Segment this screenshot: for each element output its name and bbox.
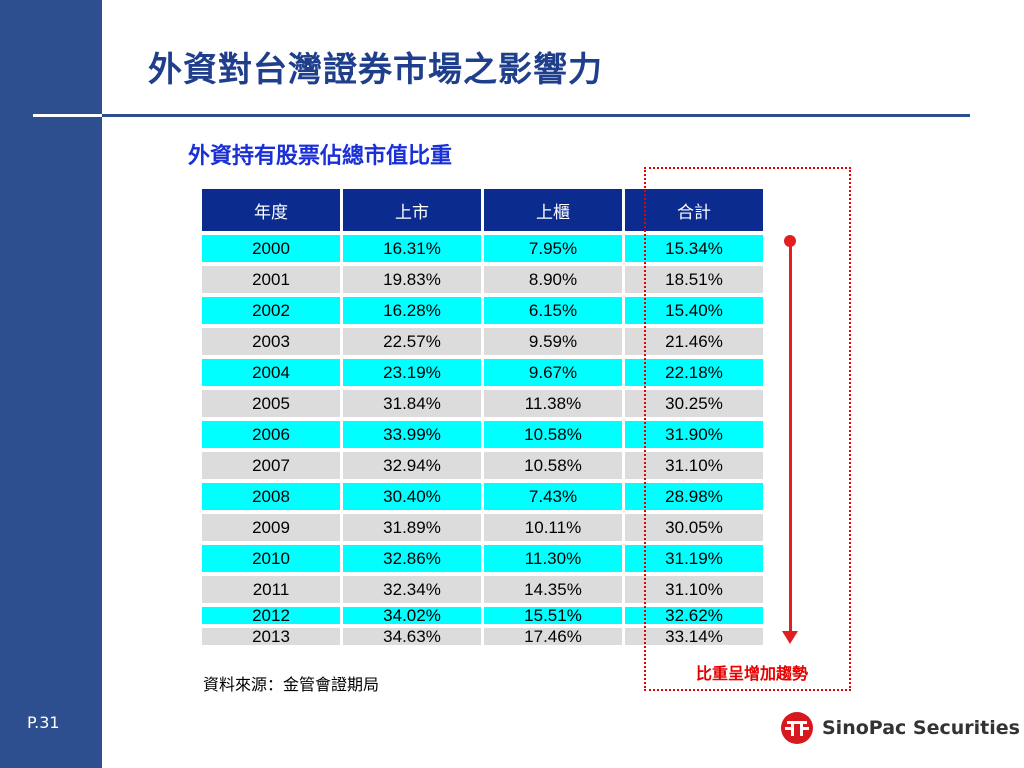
table-row: 2004 23.19% 9.67% 22.18%	[202, 359, 763, 386]
cell-listed: 32.86%	[343, 545, 481, 572]
cell-year: 2008	[202, 483, 340, 510]
cell-total: 31.10%	[625, 452, 763, 479]
table-row: 2012 34.02% 15.51% 32.62%	[202, 607, 763, 624]
cell-total: 21.46%	[625, 328, 763, 355]
cell-year: 2006	[202, 421, 340, 448]
cell-listed: 16.31%	[343, 235, 481, 262]
table-title: 外資持有股票佔總市值比重	[188, 144, 453, 169]
header-total: 合計	[625, 189, 763, 231]
cell-total: 28.98%	[625, 483, 763, 510]
cell-total: 33.14%	[625, 628, 763, 645]
cell-total: 18.51%	[625, 266, 763, 293]
cell-year: 2007	[202, 452, 340, 479]
cell-year: 2012	[202, 607, 340, 624]
table-row: 2003 22.57% 9.59% 21.46%	[202, 328, 763, 355]
cell-otc: 7.95%	[484, 235, 622, 262]
table-row: 2000 16.31% 7.95% 15.34%	[202, 235, 763, 262]
source-note: 資料來源：金管會證期局	[203, 675, 380, 694]
page-number: P.31	[27, 713, 60, 732]
table-row: 2006 33.99% 10.58% 31.90%	[202, 421, 763, 448]
foreign-holding-table: 年度 上市 上櫃 合計 2000 16.31% 7.95% 15.34% 200…	[199, 185, 766, 649]
cell-total: 30.25%	[625, 390, 763, 417]
cell-year: 2013	[202, 628, 340, 645]
cell-otc: 15.51%	[484, 607, 622, 624]
table-row: 2011 32.34% 14.35% 31.10%	[202, 576, 763, 603]
trend-note: 比重呈增加趨勢	[696, 664, 809, 683]
table-row: 2007 32.94% 10.58% 31.10%	[202, 452, 763, 479]
cell-listed: 16.28%	[343, 297, 481, 324]
table-row: 2010 32.86% 11.30% 31.19%	[202, 545, 763, 572]
left-sidebar-band	[0, 0, 102, 768]
cell-year: 2002	[202, 297, 340, 324]
cell-total: 31.19%	[625, 545, 763, 572]
cell-total: 30.05%	[625, 514, 763, 541]
cell-listed: 30.40%	[343, 483, 481, 510]
cell-listed: 33.99%	[343, 421, 481, 448]
cell-total: 15.34%	[625, 235, 763, 262]
cell-otc: 10.58%	[484, 452, 622, 479]
total-column-highlight-box	[644, 167, 851, 691]
table-row: 2009 31.89% 10.11% 30.05%	[202, 514, 763, 541]
cell-otc: 6.15%	[484, 297, 622, 324]
title-rule-accent	[33, 114, 102, 117]
table-row: 2001 19.83% 8.90% 18.51%	[202, 266, 763, 293]
cell-listed: 31.84%	[343, 390, 481, 417]
cell-listed: 23.19%	[343, 359, 481, 386]
cell-listed: 22.57%	[343, 328, 481, 355]
header-otc: 上櫃	[484, 189, 622, 231]
header-year: 年度	[202, 189, 340, 231]
cell-listed: 32.34%	[343, 576, 481, 603]
cell-year: 2011	[202, 576, 340, 603]
cell-year: 2001	[202, 266, 340, 293]
cell-total: 32.62%	[625, 607, 763, 624]
logo-text: SinoPac Securities	[822, 717, 1020, 739]
table-row: 2005 31.84% 11.38% 30.25%	[202, 390, 763, 417]
cell-listed: 19.83%	[343, 266, 481, 293]
trend-arrow-shaft	[789, 241, 792, 634]
cell-total: 31.10%	[625, 576, 763, 603]
sinopac-logo-icon	[781, 712, 813, 744]
cell-otc: 11.30%	[484, 545, 622, 572]
cell-otc: 9.67%	[484, 359, 622, 386]
cell-otc: 14.35%	[484, 576, 622, 603]
slide-title: 外資對台灣證券市場之影響力	[148, 50, 603, 90]
table-row: 2008 30.40% 7.43% 28.98%	[202, 483, 763, 510]
table-header-row: 年度 上市 上櫃 合計	[202, 189, 763, 231]
table-row: 2013 34.63% 17.46% 33.14%	[202, 628, 763, 645]
cell-listed: 34.02%	[343, 607, 481, 624]
table-row: 2002 16.28% 6.15% 15.40%	[202, 297, 763, 324]
cell-otc: 7.43%	[484, 483, 622, 510]
cell-otc: 10.58%	[484, 421, 622, 448]
cell-total: 31.90%	[625, 421, 763, 448]
cell-year: 2003	[202, 328, 340, 355]
title-rule	[102, 114, 970, 117]
cell-listed: 34.63%	[343, 628, 481, 645]
cell-listed: 32.94%	[343, 452, 481, 479]
cell-year: 2009	[202, 514, 340, 541]
sinopac-logo: SinoPac Securities	[780, 711, 1020, 745]
cell-otc: 10.11%	[484, 514, 622, 541]
cell-year: 2005	[202, 390, 340, 417]
header-listed: 上市	[343, 189, 481, 231]
cell-year: 2004	[202, 359, 340, 386]
cell-listed: 31.89%	[343, 514, 481, 541]
cell-otc: 9.59%	[484, 328, 622, 355]
trend-arrow-head	[782, 631, 798, 644]
cell-year: 2010	[202, 545, 340, 572]
cell-total: 22.18%	[625, 359, 763, 386]
cell-year: 2000	[202, 235, 340, 262]
cell-total: 15.40%	[625, 297, 763, 324]
cell-otc: 11.38%	[484, 390, 622, 417]
cell-otc: 8.90%	[484, 266, 622, 293]
cell-otc: 17.46%	[484, 628, 622, 645]
